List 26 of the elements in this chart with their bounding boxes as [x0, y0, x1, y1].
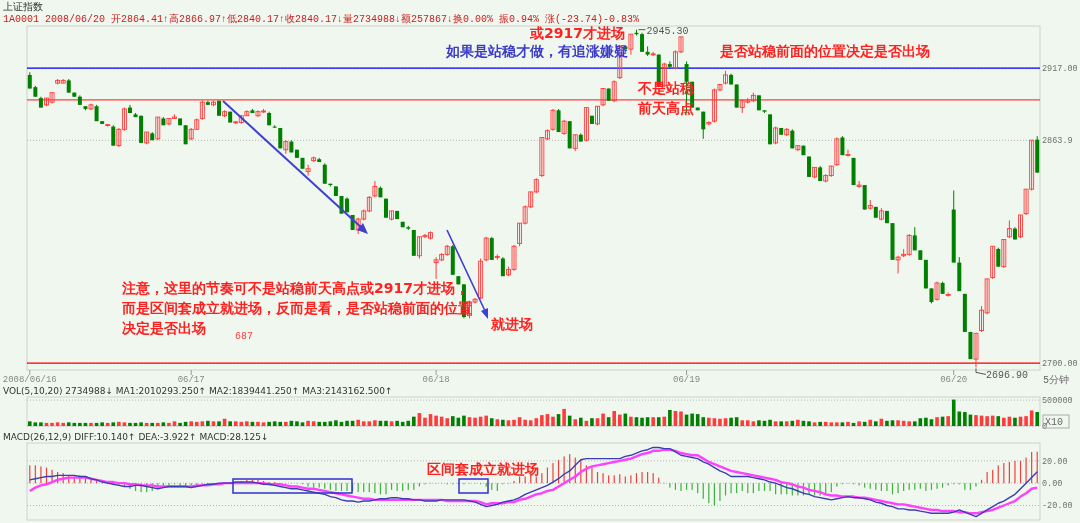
y-tick-label: -20.00 — [1042, 501, 1073, 512]
annotation: 2945.30 — [646, 25, 689, 37]
annotation: 就进场 — [490, 316, 533, 332]
chart-title: VOL(5,10,20) 2734988↓ MA1:2010293.250↑ MA2:1839441.250↑ MA3:2143162.500↑ — [3, 386, 393, 396]
chart-subtitle: 1A0001 2008/06/20 开2864.41↑高2866.97↑低2840.17↑收2840.17↓量2734988↓额257867↓换0.00% 振0.94% 涨(-23.74)-0.83% — [3, 13, 640, 25]
annotation: 是否站稳前面的位置决定是否出场 — [719, 43, 930, 59]
y-tick-label: 20.00 — [1042, 456, 1068, 467]
y-tick-label: 2917.00 — [1042, 64, 1078, 75]
y-tick-label: 0 — [1042, 422, 1048, 432]
y-tick-label: 0.00 — [1042, 479, 1063, 490]
x-tick-label: 06/17 — [177, 375, 205, 385]
x-tick-label: 06/19 — [673, 375, 701, 385]
x-tick-label: 2008/06/16 — [2, 375, 57, 385]
text: 2696.90 — [985, 370, 1029, 382]
chart-title: 上证指数 — [3, 1, 43, 12]
text: 5分钟 — [1043, 374, 1070, 386]
y-tick-label: 2700.00 — [1042, 359, 1078, 370]
annotation: 687 — [235, 331, 254, 342]
x-tick-label: 06/20 — [940, 375, 968, 385]
x-tick-label: 06/18 — [422, 375, 450, 385]
annotation: 区间套成立就进场 — [427, 461, 539, 477]
y-tick-label: 500000 — [1042, 396, 1073, 407]
text: X10 — [1045, 417, 1064, 428]
y-tick-label: 2863.9 — [1042, 136, 1073, 147]
annotation: 或2917才进场 — [529, 25, 625, 41]
chart-title: MACD(26,12,9) DIFF:10.140↑ DEA:-3.922↑ MACD:28.125↓ — [3, 432, 269, 442]
